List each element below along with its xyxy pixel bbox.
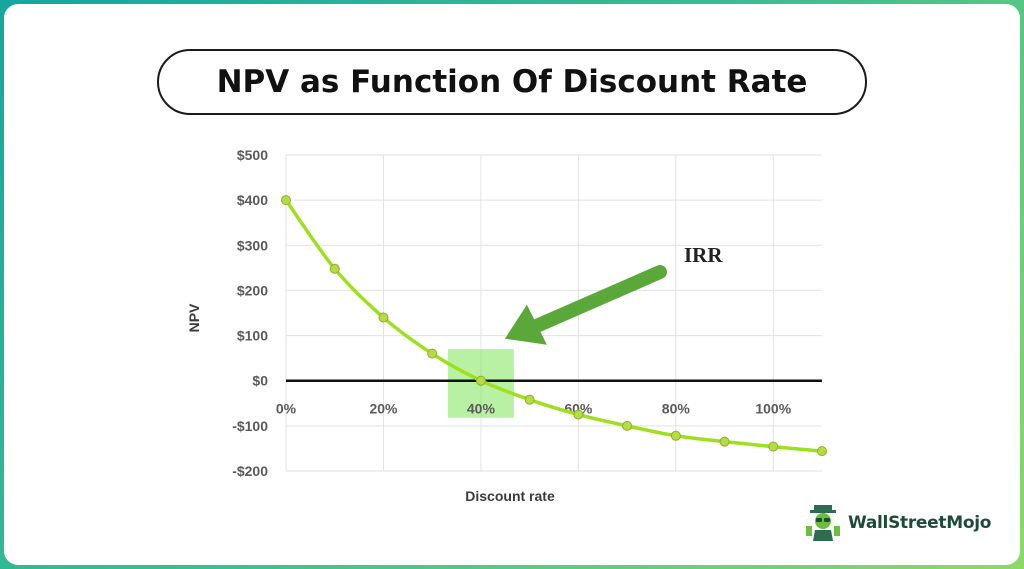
- y-tick-label: -$100: [232, 418, 268, 434]
- irr-label: IRR: [684, 243, 723, 267]
- data-point: [524, 394, 535, 405]
- data-point: [573, 409, 584, 420]
- x-tick-label: 0%: [276, 401, 297, 417]
- x-tick-label: 100%: [755, 401, 791, 417]
- x-axis-title: Discount rate: [465, 488, 555, 504]
- brand-name: WallStreetMojo: [848, 513, 992, 533]
- data-point: [670, 430, 681, 441]
- data-point: [281, 195, 291, 206]
- data-point: [817, 446, 827, 457]
- x-tick-label: 40%: [467, 401, 496, 417]
- irr-arrow-shaft: [527, 265, 667, 334]
- y-tick-label: $400: [237, 192, 268, 208]
- brand-logo: WallStreetMojo: [804, 505, 992, 541]
- x-tick-label: 20%: [369, 401, 398, 417]
- brand-mascot-icon: [806, 505, 840, 541]
- y-tick-label: $300: [237, 237, 268, 253]
- x-tick-label: 80%: [662, 401, 691, 417]
- data-point: [427, 348, 438, 359]
- y-tick-label: $200: [237, 282, 268, 298]
- y-tick-label: $0: [252, 373, 268, 389]
- y-tick-label: -$200: [232, 463, 268, 479]
- data-point: [475, 375, 486, 386]
- irr-arrow-head: [504, 304, 547, 345]
- irr-arrow: [504, 265, 667, 345]
- data-point: [768, 441, 779, 452]
- data-point: [622, 420, 633, 431]
- data-point: [378, 312, 389, 323]
- y-tick-label: $500: [237, 147, 268, 163]
- data-points: [281, 195, 827, 457]
- page-title: NPV as Function Of Discount Rate: [157, 49, 867, 115]
- x-tick-labels: 0% 20% 40% 60% 80% 100%: [276, 401, 792, 417]
- grid-layer: [285, 154, 822, 472]
- y-tick-label: $100: [237, 328, 268, 344]
- y-tick-labels: $500 $400 $300 $200 $100 $0 -$100 -$200: [232, 147, 268, 479]
- data-point: [329, 263, 340, 274]
- y-axis-title: NPV: [186, 303, 202, 332]
- data-point: [719, 436, 730, 447]
